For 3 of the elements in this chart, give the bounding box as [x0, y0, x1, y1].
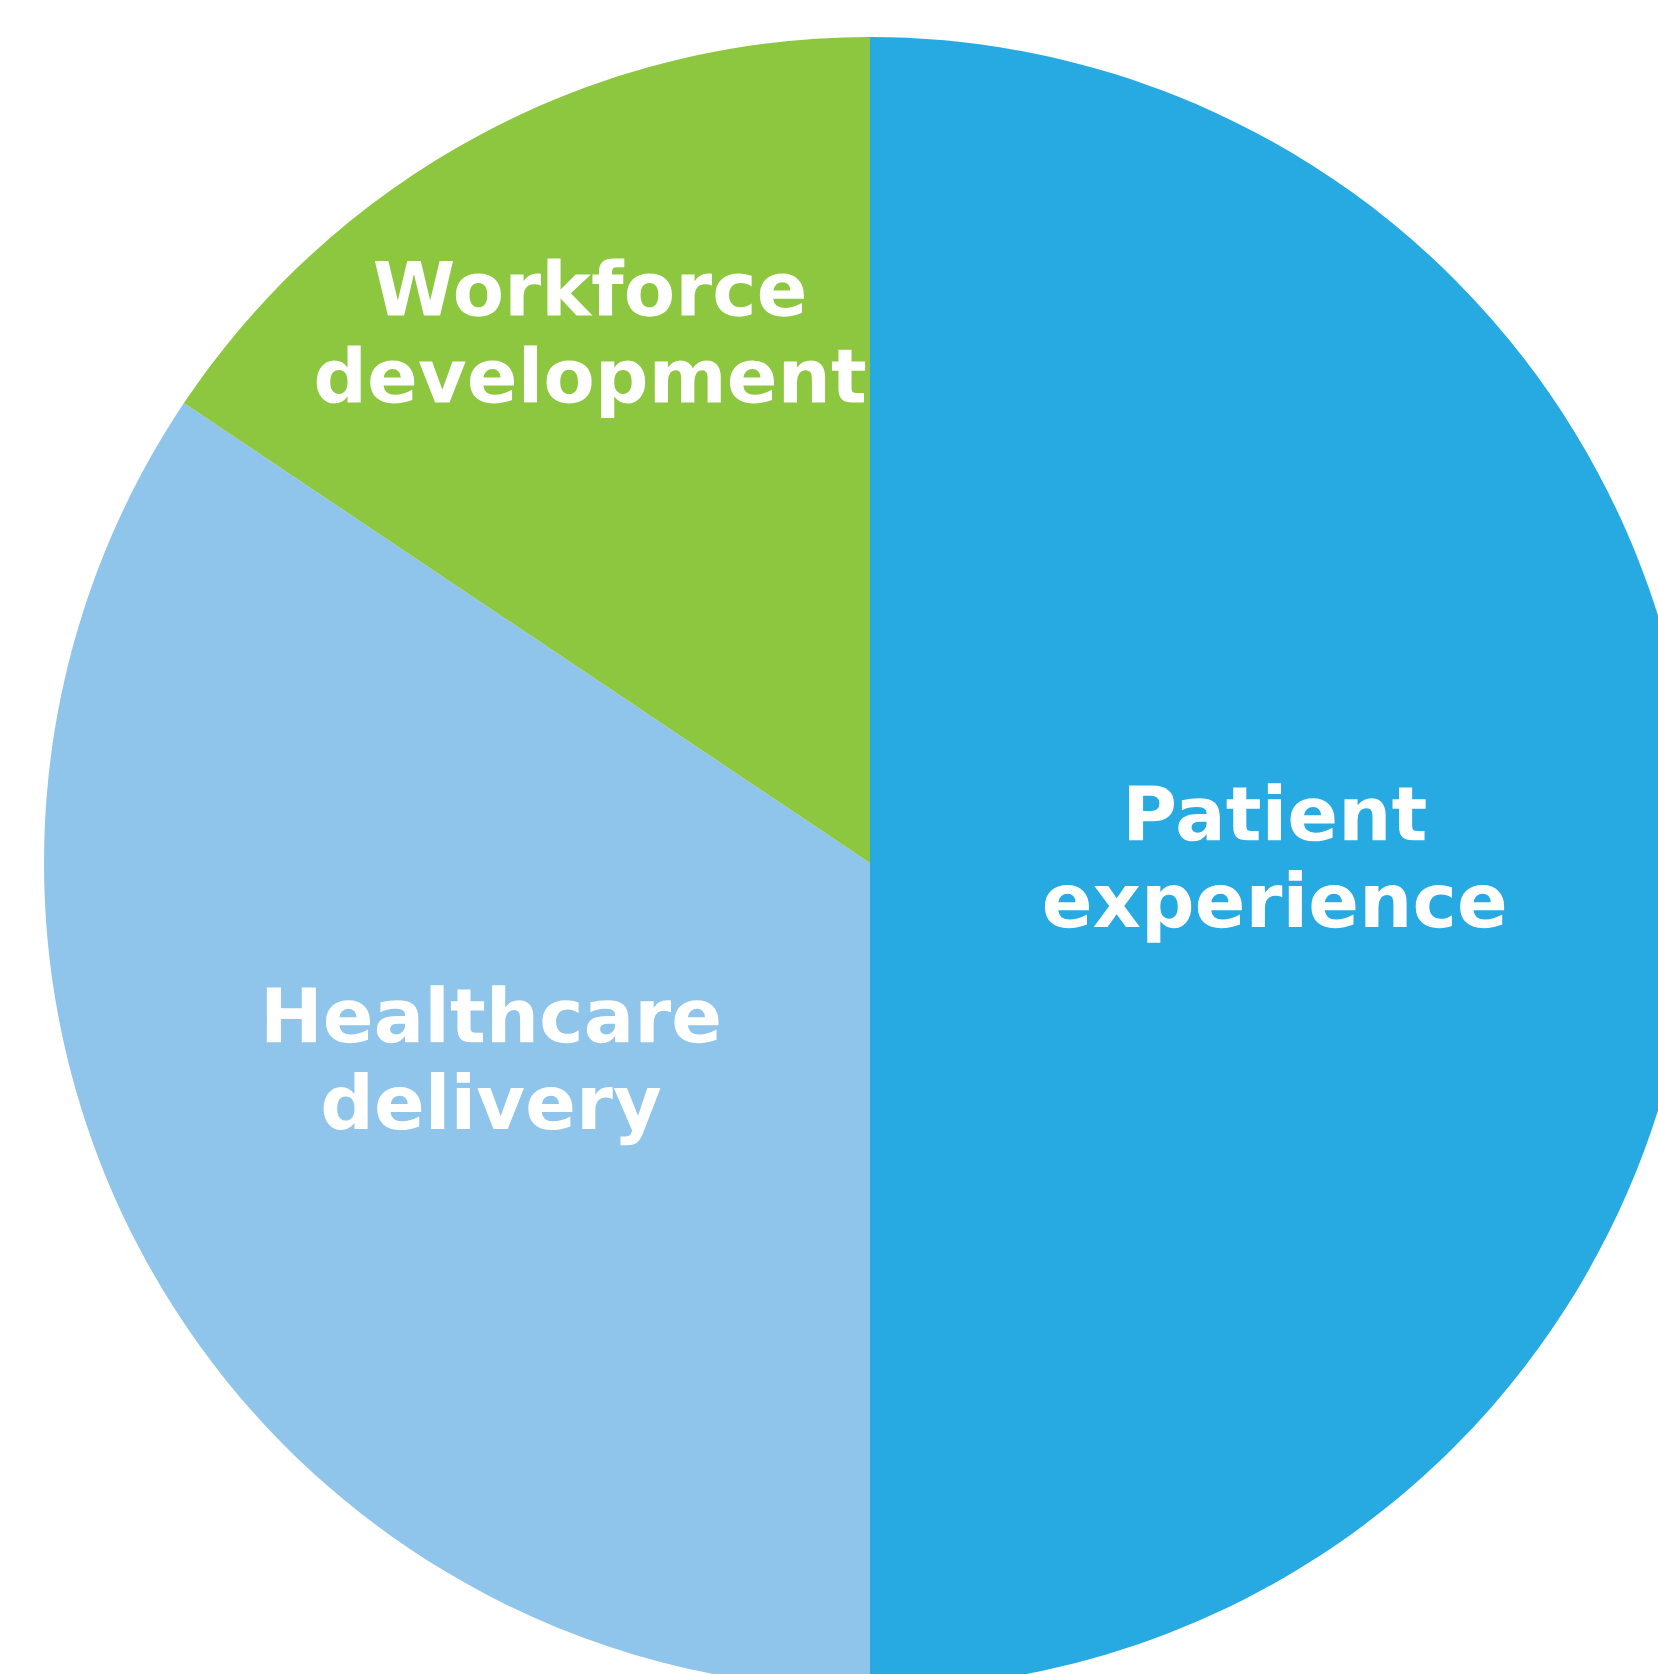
slice-label: Workforce development [316, 258, 866, 418]
slice-label: Healthcare delivery [266, 985, 719, 1146]
slice-label: Patient experience [1044, 783, 1505, 943]
